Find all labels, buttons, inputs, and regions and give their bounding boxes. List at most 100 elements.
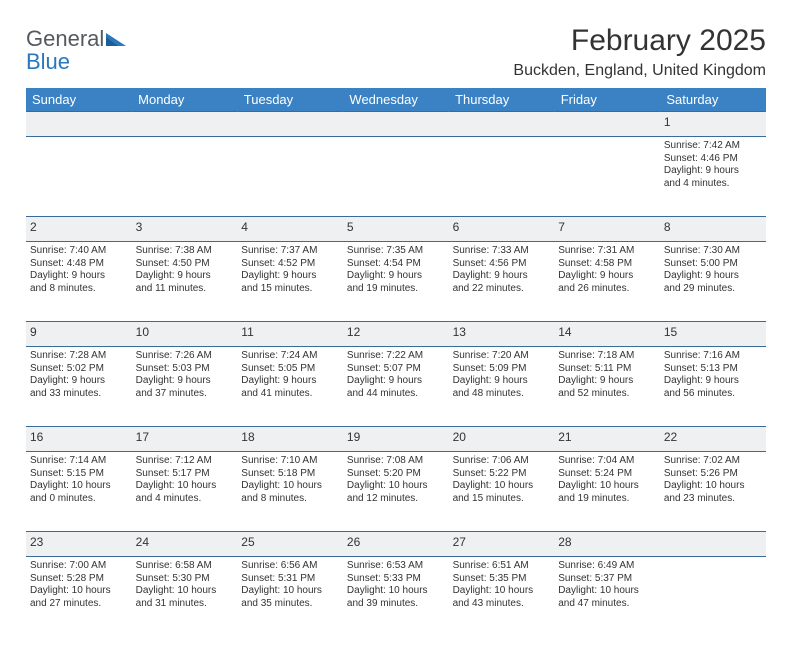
sunrise-text: Sunrise: 7:35 AM	[347, 245, 445, 258]
day-number-cell: 14	[554, 322, 660, 347]
day2-text: and 11 minutes.	[136, 283, 234, 296]
day2-text: and 47 minutes.	[558, 598, 656, 611]
sunset-text: Sunset: 5:00 PM	[664, 258, 762, 271]
day-number: 23	[30, 535, 128, 550]
sunrise-text: Sunrise: 7:20 AM	[453, 350, 551, 363]
sunrise-text: Sunrise: 6:49 AM	[558, 560, 656, 573]
day-number-cell: 6	[449, 217, 555, 242]
day2-text: and 37 minutes.	[136, 388, 234, 401]
day1-text: Daylight: 10 hours	[664, 480, 762, 493]
day1-text: Daylight: 10 hours	[347, 480, 445, 493]
day2-text: and 8 minutes.	[30, 283, 128, 296]
day1-text: Daylight: 9 hours	[664, 375, 762, 388]
day2-text: and 41 minutes.	[241, 388, 339, 401]
day2-text: and 33 minutes.	[30, 388, 128, 401]
sunrise-text: Sunrise: 7:26 AM	[136, 350, 234, 363]
day1-text: Daylight: 10 hours	[241, 480, 339, 493]
sunset-text: Sunset: 4:52 PM	[241, 258, 339, 271]
day1-text: Daylight: 10 hours	[453, 480, 551, 493]
sunset-text: Sunset: 5:37 PM	[558, 573, 656, 586]
day2-text: and 39 minutes.	[347, 598, 445, 611]
day-cell	[26, 137, 132, 217]
day-number: 25	[241, 535, 339, 550]
day-number: 21	[558, 430, 656, 445]
day-number-cell	[237, 112, 343, 137]
day-number: 9	[30, 325, 128, 340]
day2-text: and 23 minutes.	[664, 493, 762, 506]
day-cell: Sunrise: 7:20 AMSunset: 5:09 PMDaylight:…	[449, 347, 555, 427]
day2-text: and 43 minutes.	[453, 598, 551, 611]
day-cell	[132, 137, 238, 217]
day-number-cell: 11	[237, 322, 343, 347]
logo-triangle-icon	[106, 30, 126, 51]
day-cell: Sunrise: 6:53 AMSunset: 5:33 PMDaylight:…	[343, 557, 449, 637]
sunrise-text: Sunrise: 7:18 AM	[558, 350, 656, 363]
sunset-text: Sunset: 5:31 PM	[241, 573, 339, 586]
day1-text: Daylight: 10 hours	[241, 585, 339, 598]
daynum-row: 16171819202122	[26, 427, 766, 452]
day-number: 15	[664, 325, 762, 340]
day1-text: Daylight: 10 hours	[558, 585, 656, 598]
day2-text: and 15 minutes.	[241, 283, 339, 296]
day-cell: Sunrise: 7:10 AMSunset: 5:18 PMDaylight:…	[237, 452, 343, 532]
day-number-cell: 8	[660, 217, 766, 242]
day-number: 12	[347, 325, 445, 340]
sunset-text: Sunset: 5:11 PM	[558, 363, 656, 376]
day-number-cell: 28	[554, 532, 660, 557]
sunrise-text: Sunrise: 7:22 AM	[347, 350, 445, 363]
day-number-cell: 1	[660, 112, 766, 137]
day-cell	[554, 137, 660, 217]
day1-text: Daylight: 9 hours	[558, 375, 656, 388]
day2-text: and 0 minutes.	[30, 493, 128, 506]
day-number-cell: 5	[343, 217, 449, 242]
week-row: Sunrise: 7:40 AMSunset: 4:48 PMDaylight:…	[26, 242, 766, 322]
daynum-row: 2345678	[26, 217, 766, 242]
weekday-head: Sunday	[26, 88, 132, 112]
sunset-text: Sunset: 5:24 PM	[558, 468, 656, 481]
sunrise-text: Sunrise: 7:12 AM	[136, 455, 234, 468]
day-number-cell	[343, 112, 449, 137]
day-cell	[660, 557, 766, 637]
sunset-text: Sunset: 5:07 PM	[347, 363, 445, 376]
day-number-cell: 27	[449, 532, 555, 557]
sunrise-text: Sunrise: 7:16 AM	[664, 350, 762, 363]
sunset-text: Sunset: 5:26 PM	[664, 468, 762, 481]
sunset-text: Sunset: 4:46 PM	[664, 153, 762, 166]
day-cell: Sunrise: 7:38 AMSunset: 4:50 PMDaylight:…	[132, 242, 238, 322]
sunrise-text: Sunrise: 6:51 AM	[453, 560, 551, 573]
day1-text: Daylight: 10 hours	[558, 480, 656, 493]
logo-word2: Blue	[26, 49, 70, 74]
day-cell: Sunrise: 6:56 AMSunset: 5:31 PMDaylight:…	[237, 557, 343, 637]
day-number: 19	[347, 430, 445, 445]
day2-text: and 12 minutes.	[347, 493, 445, 506]
day-cell: Sunrise: 7:04 AMSunset: 5:24 PMDaylight:…	[554, 452, 660, 532]
daynum-row: 1	[26, 112, 766, 137]
sunset-text: Sunset: 5:17 PM	[136, 468, 234, 481]
day2-text: and 4 minutes.	[664, 178, 762, 191]
day-number: 2	[30, 220, 128, 235]
day-cell: Sunrise: 7:14 AMSunset: 5:15 PMDaylight:…	[26, 452, 132, 532]
weekday-header-row: Sunday Monday Tuesday Wednesday Thursday…	[26, 88, 766, 112]
day1-text: Daylight: 9 hours	[136, 270, 234, 283]
day2-text: and 15 minutes.	[453, 493, 551, 506]
day1-text: Daylight: 9 hours	[453, 375, 551, 388]
day1-text: Daylight: 10 hours	[136, 585, 234, 598]
day-number-cell: 23	[26, 532, 132, 557]
day-number-cell	[554, 112, 660, 137]
day-number-cell: 19	[343, 427, 449, 452]
day1-text: Daylight: 9 hours	[241, 270, 339, 283]
day1-text: Daylight: 10 hours	[30, 480, 128, 493]
sunset-text: Sunset: 4:58 PM	[558, 258, 656, 271]
header: General Blue February 2025 Buckden, Engl…	[26, 24, 766, 80]
day-number-cell: 25	[237, 532, 343, 557]
day2-text: and 44 minutes.	[347, 388, 445, 401]
day1-text: Daylight: 10 hours	[30, 585, 128, 598]
sunrise-text: Sunrise: 7:28 AM	[30, 350, 128, 363]
day1-text: Daylight: 9 hours	[558, 270, 656, 283]
sunset-text: Sunset: 5:20 PM	[347, 468, 445, 481]
weekday-head: Tuesday	[237, 88, 343, 112]
location: Buckden, England, United Kingdom	[513, 62, 766, 80]
day-number-cell	[449, 112, 555, 137]
day-number-cell: 4	[237, 217, 343, 242]
day1-text: Daylight: 9 hours	[664, 165, 762, 178]
